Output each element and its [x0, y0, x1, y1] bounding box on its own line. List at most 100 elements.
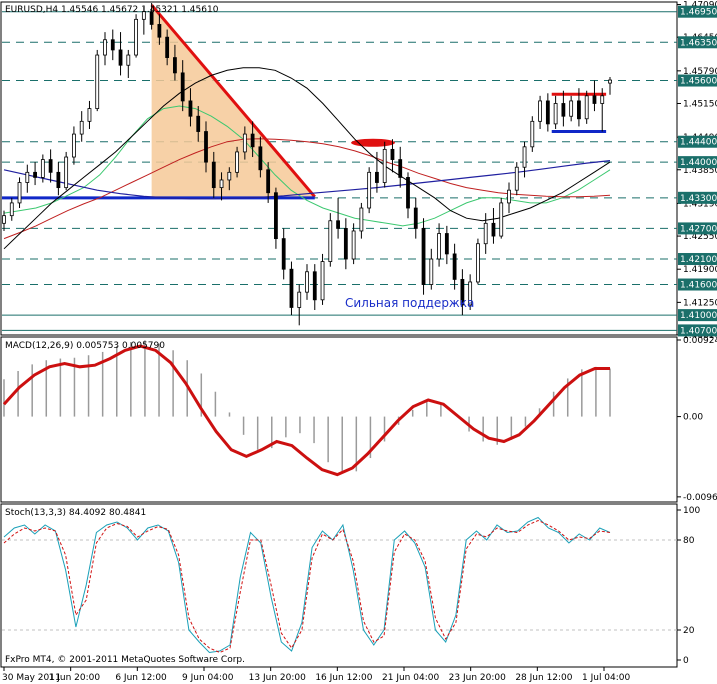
candle-body [274, 192, 278, 240]
candle-body [351, 230, 356, 260]
candle-body [336, 220, 340, 229]
candle-body [538, 100, 542, 122]
level-price-label: 1.43300 [680, 194, 717, 204]
price-tick-label: 1.42550 [683, 232, 717, 242]
candle-body [398, 159, 403, 178]
trend-line [150, 4, 316, 198]
candle-body [9, 202, 14, 217]
candle-body [149, 11, 154, 25]
candle-body [312, 271, 317, 301]
macd-signal [2, 344, 610, 477]
price-tick-label: 1.45790 [683, 67, 717, 77]
stoch-tick-label: 0 [683, 656, 689, 666]
candle-body [390, 148, 395, 160]
level-price-label: 1.41600 [680, 281, 717, 291]
level-price-box [678, 191, 717, 204]
candle-body [328, 220, 333, 262]
level-price-label: 1.44400 [680, 138, 717, 148]
candle-body [444, 233, 449, 255]
time-tick-label: 1 Jul 04:00 [582, 673, 631, 683]
candle-body [592, 95, 597, 104]
candle-body [258, 146, 263, 171]
candle-body [452, 253, 457, 280]
level-price-label: 1.42700 [680, 224, 717, 234]
level-price-box [678, 222, 717, 235]
candle-body [343, 228, 348, 260]
time-tick-label: 6 Jun 12:00 [115, 673, 167, 683]
candle-body [297, 291, 302, 308]
candle-body [545, 100, 550, 125]
candle-body [491, 222, 496, 237]
macd-label: MACD(12,26,9) 0.005753 0.005790 [5, 341, 165, 351]
candle-body [242, 133, 247, 153]
candle-body [514, 166, 519, 191]
level-price-box [678, 278, 717, 291]
candles [2, 3, 612, 326]
candle-body [48, 159, 53, 173]
candle-body [33, 171, 37, 178]
candle-body [561, 103, 566, 117]
level-price-box [678, 156, 717, 169]
level-price-label: 1.45600 [680, 77, 717, 87]
candle-body [460, 279, 465, 306]
candle-body [235, 151, 239, 173]
level-price-label: 1.46350 [680, 38, 717, 48]
time-tick-label: 30 May 2011 [2, 673, 61, 683]
candle-body [126, 54, 131, 66]
candle-body [165, 36, 170, 58]
candle-body [266, 169, 271, 194]
candle-body [87, 108, 92, 122]
time-tick-label: 1 Jun 20:00 [49, 673, 101, 683]
candle-body [40, 159, 45, 178]
time-tick-label: 16 Jun 12:00 [315, 673, 372, 683]
candle-body [608, 79, 612, 84]
candle-body [118, 49, 123, 66]
main-panel-border [0, 1, 678, 336]
macd-tick-label: 0.00924 [683, 336, 717, 346]
candle-body [499, 202, 504, 237]
candle-body [600, 95, 605, 104]
candle-body [79, 120, 84, 135]
ma-blue-line [3, 160, 611, 200]
candle-body [584, 95, 589, 120]
candle-body [569, 100, 574, 117]
candle-body [250, 133, 255, 148]
candle-body [305, 271, 309, 293]
time-tick-label: 13 Jun 20:00 [249, 673, 306, 683]
stoch-tick-label: 20 [683, 626, 695, 636]
candle-body [476, 243, 480, 283]
candle-body [577, 100, 581, 120]
copyright-footer: FxPro MT4, © 2001-2011 MetaQuotes Softwa… [5, 655, 245, 665]
macd-panel: 0.00924 0.00 -0.00968 MACD(12,26,9) 0.0057… [0, 336, 717, 503]
candle-body [17, 182, 22, 204]
candle-body [110, 39, 115, 51]
candle-body [72, 133, 76, 158]
time-tick-label: 9 Jun 04:00 [182, 673, 234, 683]
ma-black-line [3, 67, 611, 250]
stoch-main-line [3, 516, 611, 654]
candle-body [483, 222, 488, 245]
macd-tick-label: 0.00 [683, 413, 703, 423]
candle-body [180, 72, 185, 102]
stoch-label: Stoch(13,3,3) 84.4092 80.4841 [5, 508, 146, 518]
candle-body [103, 39, 107, 56]
level-price-box [678, 5, 717, 18]
candle-body [173, 57, 177, 74]
time-tick-label: 21 Jun 04:00 [382, 673, 439, 683]
level-price-box [678, 324, 717, 337]
support-annotation: Сильная поддержка [345, 296, 474, 310]
stoch-signal-line [3, 519, 611, 654]
candle-body [359, 207, 364, 232]
level-price-label: 1.44000 [680, 158, 717, 168]
stoch-tick-label: 80 [683, 536, 695, 546]
level-price-box [678, 253, 717, 266]
candle-body [157, 24, 162, 38]
time-tick-label: 23 Jun 20:00 [449, 673, 506, 683]
candle-body [437, 233, 441, 260]
level-price-label: 1.42100 [680, 255, 717, 265]
macd-axis: 0.00924 0.00 -0.00968 [677, 336, 717, 503]
level-price-label: 1.40700 [680, 326, 717, 336]
macd-signal-line [2, 344, 610, 477]
